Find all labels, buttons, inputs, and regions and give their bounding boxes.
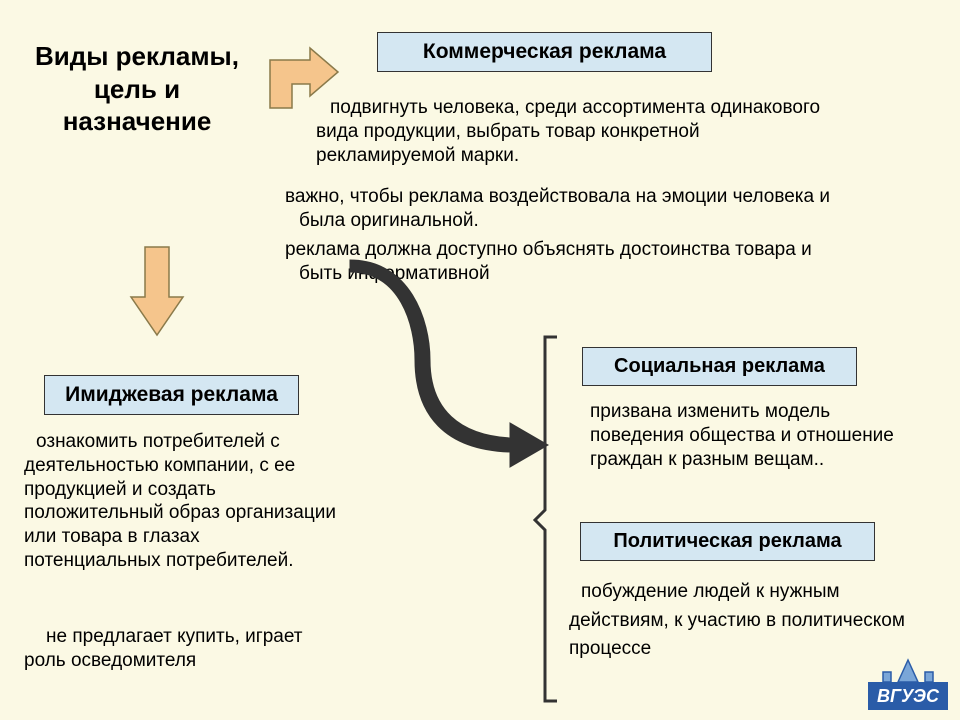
logo-text: ВГУЭС [877, 686, 940, 706]
commercial-box: Коммерческая реклама [377, 32, 712, 72]
image-desc-2: не предлагает купить, играет роль осведо… [24, 625, 339, 673]
mid-text-1: важно, чтобы реклама воздействовала на э… [285, 185, 855, 233]
social-desc: призвана изменить модель поведения общес… [590, 400, 900, 471]
logo: ВГУЭС [868, 654, 948, 710]
main-title: Виды рекламы, цель и назначение [32, 40, 242, 138]
political-desc: побуждение людей к нужным действиям, к у… [569, 578, 909, 664]
bracket-icon [533, 335, 559, 705]
down-arrow-icon [125, 245, 189, 340]
curved-arrow-icon [280, 250, 560, 480]
commercial-desc: подвигнуть человека, среди ассортимента … [316, 96, 836, 167]
image-box: Имиджевая реклама [44, 375, 299, 415]
political-box: Политическая реклама [580, 522, 875, 561]
social-box: Социальная реклама [582, 347, 857, 386]
